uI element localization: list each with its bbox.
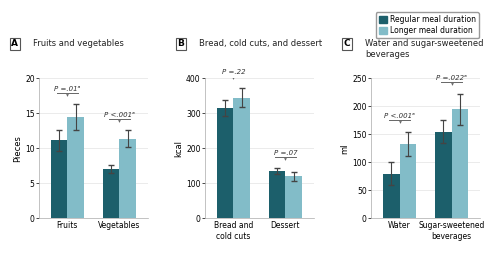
Bar <box>399 144 415 218</box>
Text: Fruits and vegetables: Fruits and vegetables <box>33 39 124 48</box>
Y-axis label: kcal: kcal <box>174 140 183 157</box>
Text: P =.01ᵃ: P =.01ᵃ <box>54 86 80 92</box>
Text: P =.07: P =.07 <box>273 150 297 156</box>
Text: Bread, cold cuts, and dessert: Bread, cold cuts, and dessert <box>199 39 322 48</box>
Text: P <.001ᵃ: P <.001ᵃ <box>383 113 414 119</box>
Text: P =.022ᵃ: P =.022ᵃ <box>435 75 466 81</box>
Text: Water and sugar-sweetened
beverages: Water and sugar-sweetened beverages <box>364 39 483 59</box>
Bar <box>382 174 399 218</box>
Bar <box>434 132 451 218</box>
Bar <box>51 140 67 218</box>
Bar <box>233 98 250 218</box>
Text: P <.001ᵃ: P <.001ᵃ <box>104 112 135 118</box>
Bar <box>216 108 233 218</box>
Text: C: C <box>343 39 349 48</box>
Bar <box>103 169 119 218</box>
Text: P =.22: P =.22 <box>221 69 245 75</box>
Bar <box>268 171 285 218</box>
Y-axis label: Pieces: Pieces <box>13 135 22 162</box>
Bar <box>119 139 136 218</box>
Text: A: A <box>11 39 18 48</box>
Legend: Regular meal duration, Longer meal duration: Regular meal duration, Longer meal durat… <box>375 12 478 38</box>
Text: B: B <box>177 39 184 48</box>
Bar <box>285 176 302 218</box>
Bar <box>67 117 84 218</box>
Bar <box>451 109 467 218</box>
Y-axis label: ml: ml <box>340 143 349 154</box>
